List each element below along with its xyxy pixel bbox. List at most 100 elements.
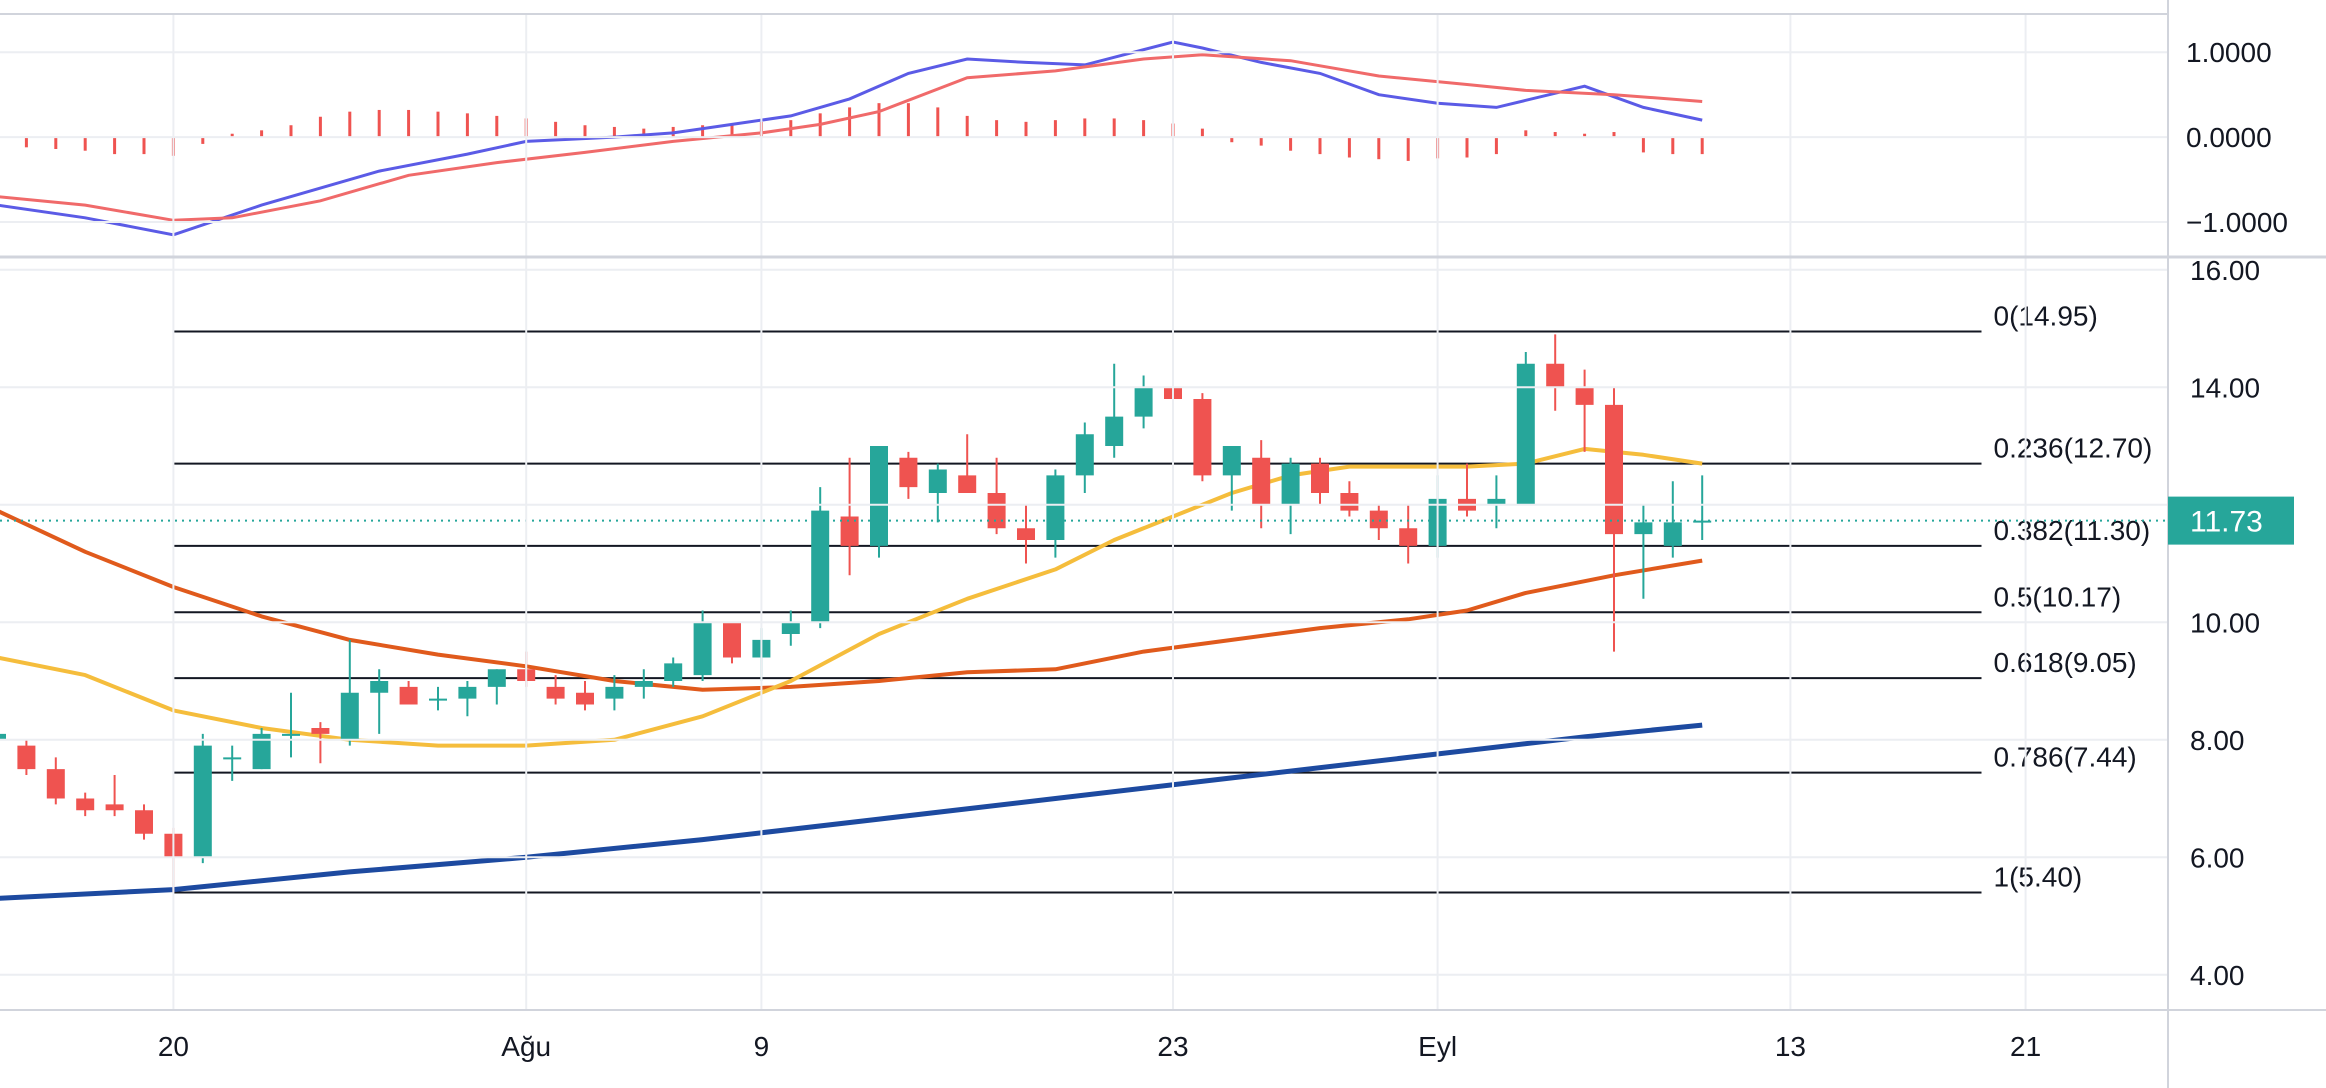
price-tick-label: 4.00 [2190,960,2245,991]
candle[interactable] [458,681,477,717]
candle-body [1105,416,1124,446]
candle-body [811,510,830,623]
candle[interactable] [46,757,65,805]
candle-body [1605,404,1623,535]
candle[interactable] [1311,457,1329,505]
fib-level-label: 1(5.40) [1994,862,2083,893]
macd-tick-label: −1.0000 [2186,207,2288,238]
price-tick-label: 16.00 [2190,255,2260,286]
candle[interactable] [958,434,977,493]
moving-average-line [0,722,1703,901]
candle[interactable] [429,686,447,711]
candle[interactable] [1487,475,1506,529]
candle[interactable] [1075,422,1094,494]
candle[interactable] [487,669,506,705]
candle[interactable] [1663,481,1682,558]
candle-body [340,692,359,740]
candle-body [105,804,124,811]
time-tick-label: 21 [2010,1031,2041,1062]
candle-body [1369,510,1388,529]
candle[interactable] [928,463,947,523]
candle[interactable] [899,451,918,499]
candle-body [429,698,447,701]
candle[interactable] [723,622,741,664]
macd-panel[interactable] [0,40,1704,237]
candle[interactable] [340,639,359,746]
candle[interactable] [546,675,565,705]
candle-body [1634,522,1653,535]
last-price-badge-bg [2168,496,2294,545]
candle-body [1193,399,1212,476]
candle[interactable] [664,657,683,687]
candle-body [487,669,506,687]
candle-body [193,745,212,858]
candle[interactable] [252,728,271,770]
candle[interactable] [135,804,153,840]
price-panel[interactable]: 0(14.95) 0.236(12.70) 0.382(11.30) 0.5(10.1… [0,300,2168,901]
candle[interactable] [1605,387,1623,652]
candle-body [723,622,741,658]
candle[interactable] [1458,463,1476,517]
candle-body [135,810,153,834]
time-tick-label: 13 [1775,1031,1806,1062]
candle[interactable] [0,722,6,751]
candle[interactable] [1634,504,1653,599]
candle-body [0,733,6,740]
price-tick-label: 10.00 [2190,607,2260,638]
candle-body [693,622,712,676]
candle[interactable] [1399,504,1418,564]
candle[interactable] [399,681,418,705]
candle[interactable] [693,610,712,682]
candle[interactable] [811,487,830,629]
candle[interactable] [1369,504,1388,540]
candle[interactable] [282,692,300,758]
candle[interactable] [1134,375,1153,429]
candle[interactable] [1340,481,1359,517]
candle[interactable] [223,745,242,781]
candle[interactable] [1575,369,1594,452]
candle-body [928,469,947,493]
last-price-badge: 11.73 [2168,496,2294,545]
candle-body [1046,475,1065,540]
candle-body [1017,528,1035,540]
candle[interactable] [1252,440,1271,529]
time-tick-label: 20 [158,1031,189,1062]
candle[interactable] [870,446,888,558]
signal-line [0,53,1703,222]
candle-body [664,663,683,681]
candle[interactable] [105,775,124,817]
candle[interactable] [987,457,1006,535]
candle[interactable] [634,669,653,699]
candle[interactable] [1105,363,1124,458]
candle-body [546,686,565,699]
fib-level-label: 0(14.95) [1994,300,2098,331]
candle[interactable] [1546,334,1565,411]
candle[interactable] [17,739,36,775]
candle-body [899,457,918,488]
candle-body [1516,363,1535,505]
candle[interactable] [781,610,800,646]
candle[interactable] [1193,393,1212,482]
candle[interactable] [605,675,624,711]
time-tick-label: 9 [754,1031,770,1062]
candle-body [781,622,800,634]
candle[interactable] [311,722,330,764]
candle-body [76,798,95,811]
candle[interactable] [576,681,594,711]
candle[interactable] [1046,469,1065,558]
candle[interactable] [193,733,212,864]
candle[interactable] [1693,475,1712,540]
candle[interactable] [1222,446,1241,511]
last-price-badge-label: 11.73 [2190,506,2263,539]
candle[interactable] [370,669,389,734]
candle[interactable] [840,457,859,576]
candle[interactable] [1281,457,1300,535]
candle[interactable] [1017,504,1035,564]
candle[interactable] [76,792,95,817]
candle[interactable] [1516,352,1535,505]
candle-body [311,728,330,734]
candle-body [458,686,477,699]
fib-level-label: 0.382(11.30) [1994,515,2151,546]
macd-tick-label: 1.0000 [2186,37,2272,68]
